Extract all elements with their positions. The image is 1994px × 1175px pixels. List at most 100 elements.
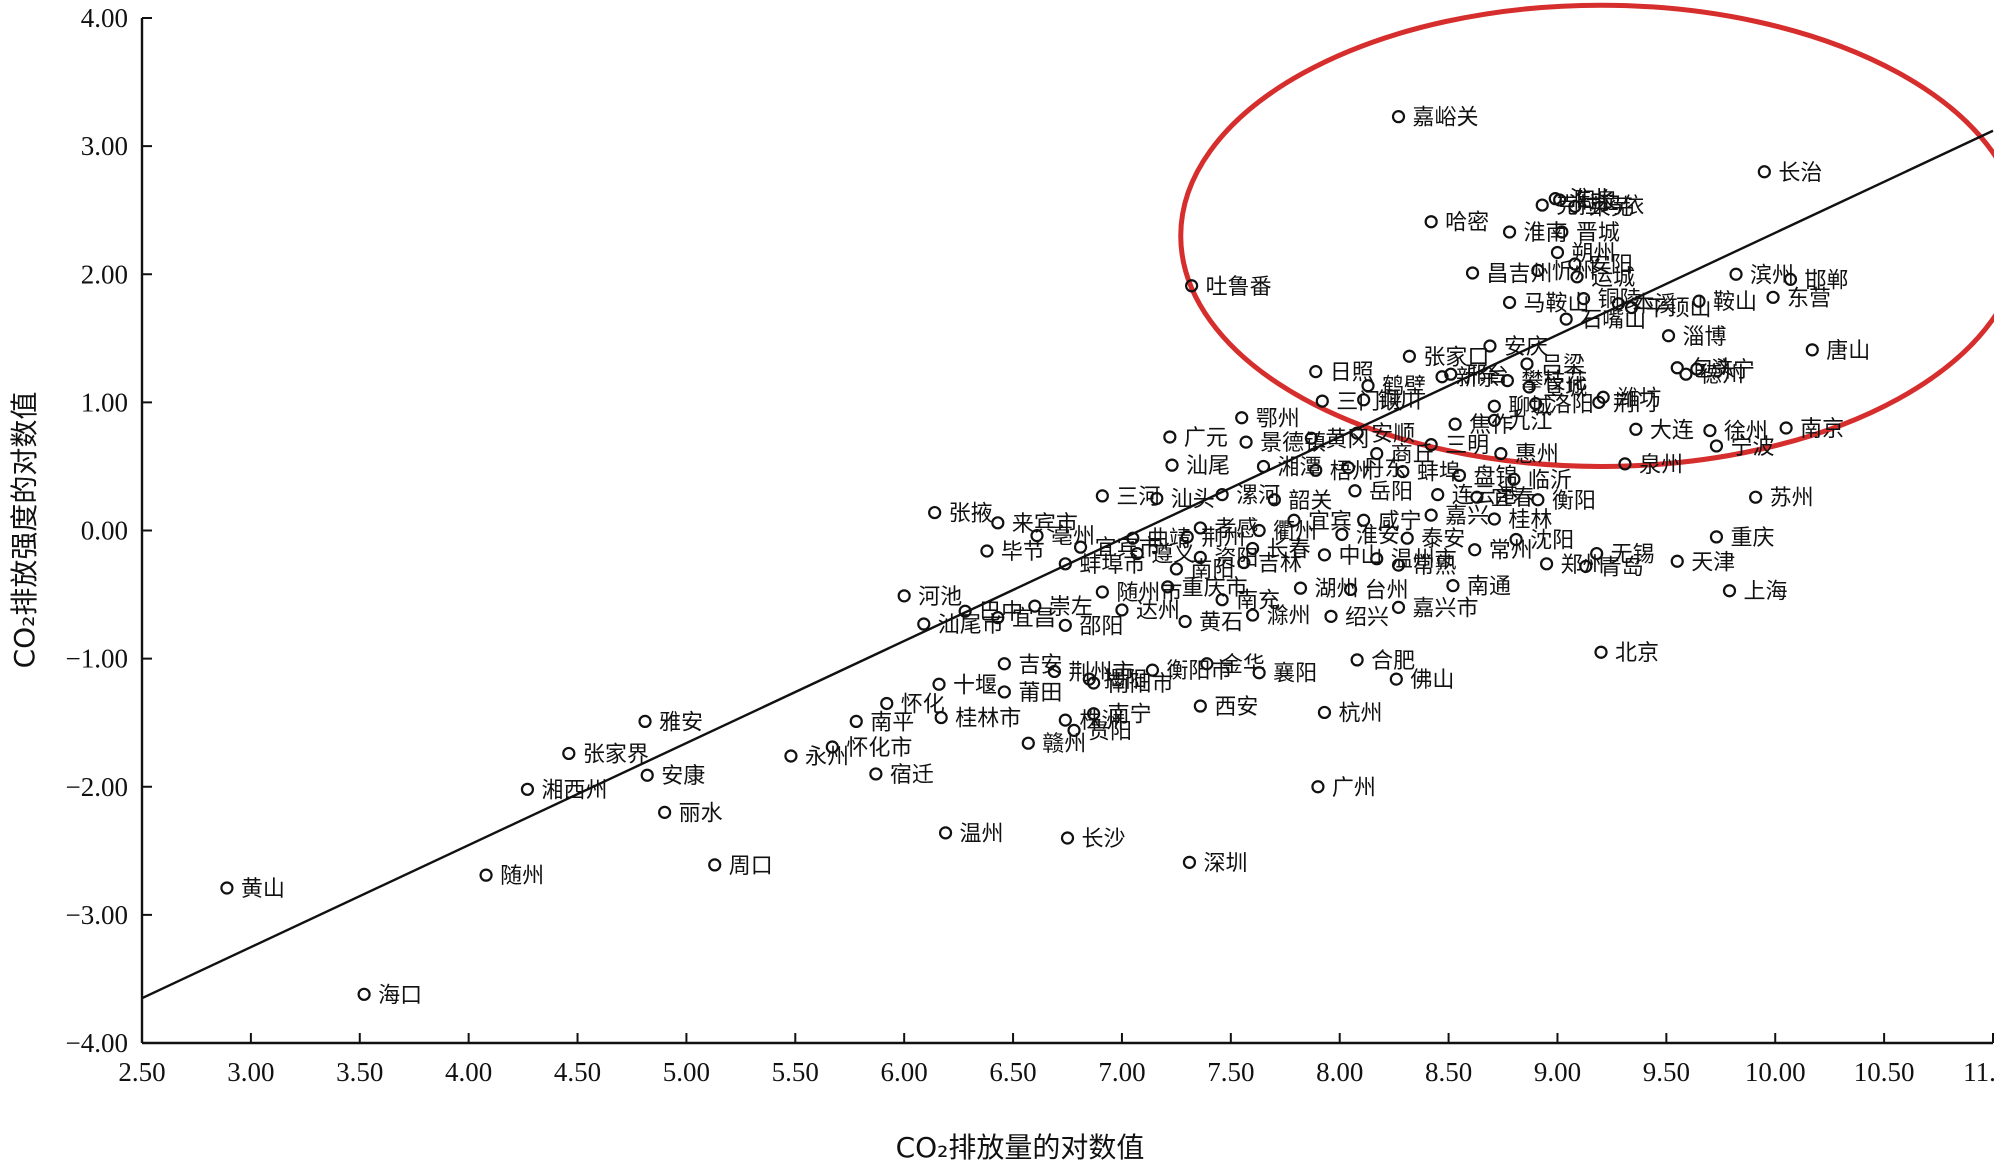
point-label: 张家界 <box>583 742 649 767</box>
data-point <box>1256 459 1271 474</box>
data-point <box>1709 530 1724 544</box>
point-label: 徐州 <box>1724 420 1768 445</box>
point-label: 克拉玛依 <box>1556 194 1644 219</box>
point-label: 邵阳 <box>1079 614 1123 639</box>
y-tick-label: 3.00 <box>81 131 128 161</box>
point-label: 黄石 <box>1199 610 1243 635</box>
data-point <box>1293 581 1308 595</box>
data-point <box>997 657 1011 671</box>
point-label: 蚌埠市 <box>1079 553 1145 578</box>
data-point <box>1729 267 1743 281</box>
data-point <box>1185 279 1199 293</box>
point-label: 毕节 <box>1001 540 1045 565</box>
point-label: 衡阳市 <box>1166 659 1232 684</box>
point-label: 达州 <box>1136 599 1180 624</box>
point-label: 贵阳 <box>1088 719 1132 744</box>
data-point <box>1629 422 1643 436</box>
point-label: 昌吉州 <box>1487 262 1553 287</box>
data-point <box>1058 618 1072 632</box>
y-tick-label: −3.00 <box>66 900 128 930</box>
point-label: 南充 <box>1236 589 1280 614</box>
x-tick-label: 8.00 <box>1316 1057 1363 1087</box>
data-point <box>1095 585 1109 599</box>
point-label: 安康 <box>661 764 705 789</box>
point-label: 东营 <box>1787 286 1831 311</box>
point-label: 济宁 <box>1711 358 1755 383</box>
data-point <box>1060 831 1075 845</box>
point-label: 重庆市 <box>1182 576 1248 601</box>
point-label: 天津 <box>1691 550 1735 575</box>
point-label: 盘锦 <box>1473 464 1517 489</box>
point-label: 朔州 <box>1571 241 1615 266</box>
point-label: 深圳 <box>1203 851 1247 876</box>
data-point <box>1487 413 1501 427</box>
point-label: 汕头 <box>1171 487 1215 512</box>
data-point <box>1502 295 1517 310</box>
data-point <box>1400 531 1414 545</box>
point-label: 唐山 <box>1826 339 1870 364</box>
data-point <box>1350 426 1364 440</box>
y-ticks: −4.00 −3.00 −2.00 −1.00 0.00 1.00 2.00 3.00 4.00 <box>66 3 152 1058</box>
x-tick-label: 4.00 <box>445 1057 492 1087</box>
data-point <box>1509 532 1523 547</box>
data-point <box>357 987 371 1001</box>
data-point <box>1568 199 1582 213</box>
highlight-ellipse <box>1178 2 1994 469</box>
data-point <box>1361 379 1375 393</box>
point-label: 荆门 <box>1613 391 1657 416</box>
x-tick-label: 7.00 <box>1098 1057 1145 1087</box>
x-tick-label: 6.50 <box>989 1057 1036 1087</box>
point-label: 潍坊 <box>1617 386 1661 411</box>
point-label: 宜宾市 <box>1095 536 1161 561</box>
data-point <box>708 858 722 872</box>
data-point <box>932 677 946 691</box>
point-label: 沈阳 <box>1530 528 1574 553</box>
data-point <box>1370 552 1384 566</box>
data-point <box>897 589 911 603</box>
point-label: 洛阳 <box>1550 393 1594 418</box>
point-label: 苏州 <box>1770 486 1814 511</box>
point-label: 梧州 <box>1330 459 1374 484</box>
x-tick-label: 9.00 <box>1534 1057 1581 1087</box>
data-point <box>1690 362 1704 376</box>
data-point <box>1067 723 1081 737</box>
data-point <box>1559 312 1573 326</box>
data-point <box>1779 421 1793 435</box>
point-label: 商丘 <box>1391 443 1435 468</box>
data-point <box>1215 488 1229 502</box>
point-label: 崇左 <box>1049 595 1093 620</box>
point-label: 河池 <box>918 585 962 610</box>
data-point <box>1805 343 1819 357</box>
point-label: 雅安 <box>659 710 703 735</box>
point-label: 宜宾 <box>1308 509 1352 534</box>
point-label: 西安 <box>1214 695 1258 720</box>
data-point <box>1357 393 1371 407</box>
point-label: 丽水 <box>679 801 723 826</box>
data-point <box>1529 397 1543 411</box>
data-point <box>980 544 994 558</box>
point-label: 宜春 <box>1491 486 1535 511</box>
point-label: 无锡 <box>1611 543 1655 568</box>
point-label: 邯郸 <box>1804 268 1848 293</box>
data-point <box>991 611 1005 625</box>
data-point <box>1424 508 1438 522</box>
point-label: 聊城 <box>1508 395 1552 420</box>
point-label: 漯河 <box>1236 484 1280 509</box>
point-label: 吉林 <box>1258 552 1302 577</box>
data-point <box>1722 584 1737 598</box>
point-label: 宣城 <box>1543 376 1587 401</box>
data-point <box>1161 580 1175 594</box>
data-point <box>1494 447 1508 461</box>
point-label: 淮南 <box>1524 221 1568 246</box>
point-label: 亳州 <box>1051 525 1095 550</box>
point-label: 周口 <box>729 854 773 879</box>
data-point <box>1452 468 1467 483</box>
point-label: 吉安 <box>1018 653 1062 678</box>
point-label: 张家口 <box>1423 345 1489 370</box>
data-point <box>640 768 654 782</box>
point-label: 嘉峪关 <box>1413 106 1479 131</box>
data-point <box>562 746 576 761</box>
point-label: 常州 <box>1489 539 1533 564</box>
point-label: 宿迁 <box>890 763 934 788</box>
point-label: 晋城 <box>1576 221 1620 246</box>
